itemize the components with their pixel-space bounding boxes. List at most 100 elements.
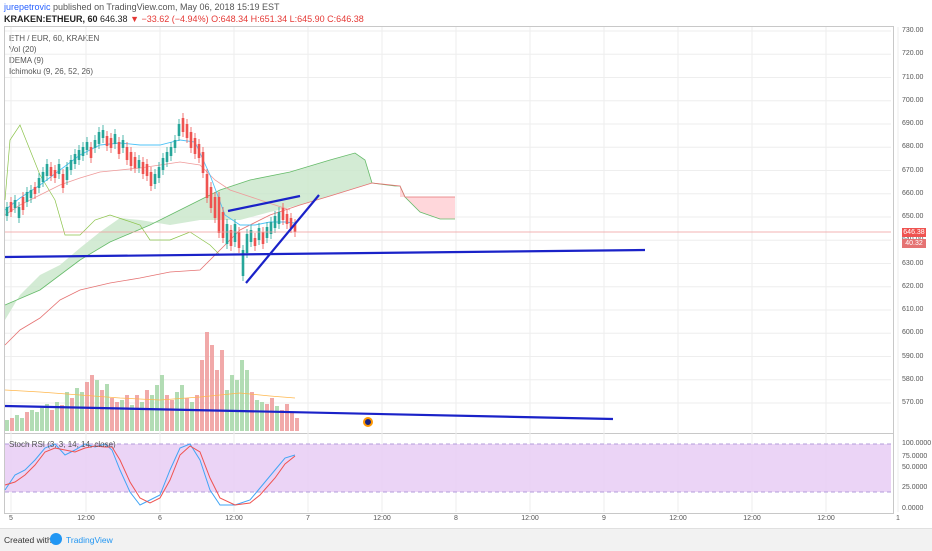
change-arrow-icon: ▼: [130, 14, 139, 24]
candle-body: [21, 197, 25, 210]
candle-body: [137, 160, 141, 168]
time-axis-label: 12:00: [669, 515, 687, 522]
time-axis-label: 12:00: [743, 515, 761, 522]
candle-body: [181, 118, 185, 132]
secondary-price-tag: 40.32: [902, 239, 926, 248]
volume-bar: [40, 408, 44, 431]
symbol-info: KRAKEN:ETHEUR, 60 646.38 ▼ −33.62 (−4.94…: [4, 14, 364, 25]
candle-body: [105, 136, 109, 146]
candle-body: [201, 152, 205, 173]
candle-body: [129, 152, 133, 166]
volume-bar: [145, 390, 149, 431]
volume-trendline[interactable]: [4, 404, 614, 421]
indicator-vol[interactable]: Vol (20): [9, 45, 37, 54]
tradingview-brand-link[interactable]: TradingView: [66, 535, 113, 545]
publish-info: jurepetrovic published on TradingView.co…: [4, 2, 280, 13]
price-change: −33.62 (−4.94%): [141, 14, 209, 24]
candle-body: [77, 150, 81, 160]
time-axis-label: 12:00: [77, 515, 95, 522]
candle-body: [173, 140, 177, 148]
candle-body: [169, 147, 173, 156]
tradingview-logo-icon[interactable]: [50, 533, 62, 545]
volume-bar: [200, 360, 204, 431]
candle-body: [61, 174, 65, 188]
volume-bar: [160, 375, 164, 431]
volume-bar: [65, 392, 69, 431]
candle-body: [185, 124, 189, 138]
candle-body: [145, 164, 149, 176]
candle-body: [17, 207, 21, 218]
candle-body: [45, 164, 49, 176]
last-price-tag: 646.38: [902, 228, 926, 237]
volume-bar: [170, 400, 174, 431]
time-axis-label: 8: [454, 515, 458, 522]
volume-bar: [60, 405, 64, 431]
candle-body: [245, 234, 249, 253]
volume-bar: [280, 410, 284, 431]
ichimoku-cloud-bear: [400, 186, 455, 219]
volume-bar: [100, 390, 104, 431]
price-axis-label: 650.00: [902, 213, 924, 220]
event-marker-icon[interactable]: [363, 417, 373, 427]
candle-body: [241, 250, 245, 276]
price-axis-label: 620.00: [902, 282, 924, 290]
price-axis-label: 600.00: [902, 329, 924, 337]
volume-bar: [215, 370, 219, 431]
stoch-rsi-pane[interactable]: [4, 433, 894, 514]
support-trendline[interactable]: [4, 248, 646, 259]
stoch-k-line: [4, 443, 296, 506]
price-axis-label: 690.00: [902, 120, 924, 127]
volume-bar: [175, 392, 179, 431]
candle-body: [73, 154, 77, 164]
candle-body: [93, 140, 97, 148]
time-axis-label: 12:00: [225, 515, 243, 522]
candle-body: [285, 214, 289, 224]
price-axis-label: 710.00: [902, 73, 924, 81]
price-axis-label: 610.00: [902, 306, 924, 313]
senkou-span-b: [4, 182, 455, 346]
volume-bar: [190, 402, 194, 431]
volume-bar: [55, 402, 59, 431]
candle-body: [125, 147, 129, 160]
volume-bar: [110, 398, 114, 431]
candle-body: [85, 142, 89, 150]
volume-bar: [130, 405, 134, 431]
author-link[interactable]: jurepetrovic: [4, 2, 51, 12]
volume-bar: [30, 410, 34, 431]
candle-body: [261, 232, 265, 244]
candle-body: [165, 152, 169, 162]
time-axis-label: 1: [896, 515, 900, 522]
candle-body: [177, 124, 181, 136]
candle-body: [69, 160, 73, 170]
time-axis-label: 12:00: [817, 515, 835, 522]
candle-body: [265, 227, 269, 238]
candle-body: [189, 132, 193, 148]
time-axis-label: 12:00: [521, 515, 539, 522]
candle-body: [109, 138, 113, 148]
volume-bar: [265, 404, 269, 431]
candle-body: [65, 167, 69, 180]
indicator-ichimoku[interactable]: Ichimoku (9, 26, 52, 26): [9, 67, 94, 76]
volume-bar: [95, 380, 99, 431]
candle-body: [249, 230, 253, 242]
candle-body: [53, 170, 57, 178]
volume-bar: [195, 395, 199, 431]
wedge-upper-trendline[interactable]: [227, 194, 301, 213]
wedge-lower-trendline[interactable]: [245, 194, 320, 284]
time-axis-label: 7: [306, 515, 310, 522]
stoch-axis-label: 75.0000: [902, 452, 928, 460]
candle-body: [9, 202, 13, 212]
volume-bar: [135, 395, 139, 431]
last-price: 646.38: [100, 14, 128, 24]
volume-bar: [165, 395, 169, 431]
price-axis-label: 590.00: [902, 352, 924, 360]
price-axis-label: 580.00: [902, 375, 924, 383]
candle-body: [193, 138, 197, 154]
indicator-dema[interactable]: DEMA (9): [9, 56, 44, 65]
volume-bar: [45, 404, 49, 431]
tenkan-sen: [4, 139, 296, 226]
candle-body: [101, 130, 105, 138]
stoch-rsi-title[interactable]: Stoch RSI (3, 3, 14, 14, close): [9, 440, 116, 449]
candle-body: [229, 230, 233, 246]
